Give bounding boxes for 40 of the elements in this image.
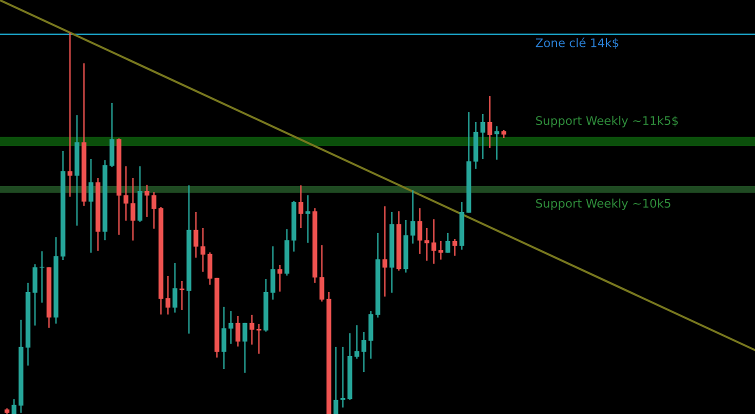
- candlestick: [152, 191, 156, 230]
- candlestick: [278, 264, 282, 292]
- candlestick: [480, 113, 486, 160]
- candlestick: [88, 158, 94, 254]
- candlestick: [354, 324, 360, 360]
- candlestick: [410, 190, 416, 244]
- candlestick: [68, 32, 72, 198]
- candlestick: [228, 310, 234, 345]
- candlestick: [250, 314, 254, 346]
- candlestick: [417, 207, 422, 255]
- candlestick: [452, 238, 458, 256]
- ref-line-label: Zone clé 14k$: [536, 38, 618, 49]
- candlestick: [236, 315, 240, 348]
- candlestick: [194, 211, 198, 258]
- candlestick: [172, 262, 178, 314]
- candlestick: [242, 322, 248, 374]
- candlestick: [222, 306, 226, 370]
- candlestick: [144, 184, 150, 218]
- band-label: Support Weekly ~11k5$: [536, 116, 678, 128]
- candlestick: [431, 218, 436, 264]
- candlestick: [306, 194, 310, 244]
- candlestick: [445, 232, 450, 254]
- candlestick: [361, 331, 366, 373]
- candlestick: [494, 125, 500, 160]
- candlestick: [270, 246, 276, 300]
- candlestick: [166, 275, 170, 316]
- band-label: Support Weekly ~10k5: [536, 198, 670, 210]
- candlestick: [424, 227, 430, 262]
- candlestick: [382, 206, 388, 298]
- candlestick: [130, 177, 136, 242]
- candlestick: [298, 184, 304, 229]
- candlestick: [333, 346, 338, 414]
- candlestick: [340, 346, 346, 408]
- candlestick: [180, 280, 184, 311]
- candlestick: [256, 323, 262, 354]
- candlestick: [487, 95, 492, 149]
- candlestick: [319, 244, 324, 302]
- candlestick: [200, 227, 206, 272]
- candlestick: [12, 398, 16, 414]
- candlestick: [124, 166, 128, 222]
